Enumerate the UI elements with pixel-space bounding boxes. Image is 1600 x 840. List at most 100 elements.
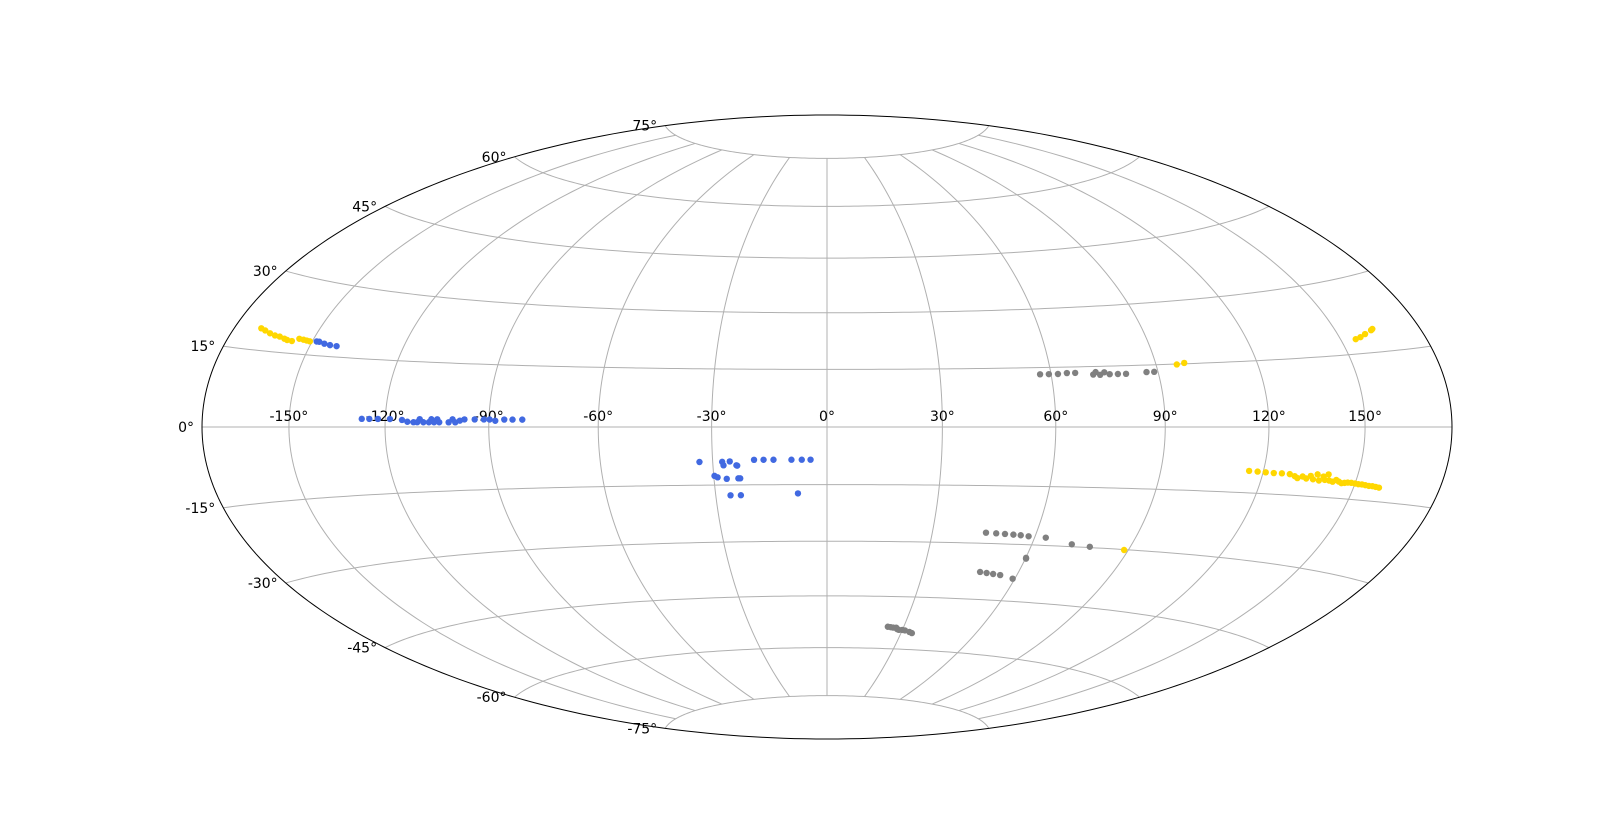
data-point	[760, 456, 767, 463]
data-point	[989, 570, 997, 578]
data-point	[1294, 474, 1301, 482]
data-point	[386, 415, 394, 423]
data-point	[1022, 555, 1030, 562]
data-point	[1309, 476, 1317, 483]
graticule-grid	[202, 125, 1452, 729]
data-point	[266, 330, 274, 337]
data-point	[1314, 471, 1321, 478]
data-point	[737, 492, 745, 499]
data-point	[374, 415, 382, 423]
data-point	[733, 462, 741, 469]
parallel-line	[664, 695, 990, 729]
data-point	[1101, 369, 1108, 376]
data-point	[420, 419, 427, 426]
data-point	[807, 456, 814, 463]
longitude-tick-label: -30°	[697, 409, 727, 425]
data-point	[1270, 469, 1277, 477]
longitude-tick-label: 90°	[1153, 409, 1178, 425]
latitude-tick-label: -30°	[248, 576, 278, 592]
data-point	[501, 416, 508, 423]
map-boundary-ellipse	[201, 114, 1453, 740]
parallel-line	[285, 270, 1369, 314]
data-point	[737, 475, 744, 482]
data-point	[1036, 371, 1044, 378]
data-point	[471, 416, 478, 423]
data-point	[1068, 541, 1076, 548]
longitude-tick-label: 150°	[1348, 409, 1382, 425]
data-point	[1143, 368, 1150, 376]
data-point	[726, 458, 733, 465]
latitude-tick-label: 45°	[352, 199, 377, 215]
data-point	[1375, 484, 1383, 491]
data-point	[1173, 361, 1180, 368]
data-point	[996, 571, 1004, 579]
data-point	[306, 338, 314, 345]
parallel-line	[514, 156, 1140, 207]
data-point	[976, 568, 984, 576]
data-point	[1122, 370, 1130, 378]
data-point	[993, 530, 1000, 537]
data-point	[983, 569, 990, 577]
data-point	[1357, 333, 1364, 341]
latitude-tick-label: 0°	[178, 420, 194, 436]
data-point	[461, 416, 468, 423]
longitude-tick-label: 60°	[1043, 409, 1068, 425]
data-point	[486, 416, 493, 423]
data-point	[1071, 369, 1079, 377]
data-point	[1278, 470, 1286, 477]
data-point	[798, 456, 805, 463]
latitude-tick-labels: 75° 60° 45° 30° 15° 0° -15° -30° -45° -60° -75°	[178, 119, 657, 738]
data-point	[271, 332, 279, 339]
data-point	[1325, 471, 1332, 478]
data-point	[519, 416, 526, 423]
data-point	[1106, 371, 1113, 378]
scatter-points	[258, 325, 1383, 637]
data-point	[509, 416, 516, 423]
data-point	[750, 456, 758, 464]
data-point	[1120, 546, 1128, 554]
data-point	[404, 418, 411, 425]
data-point	[1254, 468, 1261, 475]
data-point	[1262, 469, 1269, 476]
parallel-line	[223, 345, 1431, 370]
data-point	[1369, 325, 1376, 333]
longitude-tick-label: 30°	[930, 409, 955, 425]
longitude-tick-label: -150°	[270, 409, 309, 425]
latitude-tick-label: 30°	[253, 264, 278, 280]
latitude-tick-label: 60°	[482, 150, 507, 166]
data-point	[723, 475, 730, 483]
data-point	[1245, 467, 1253, 475]
parallel-line	[384, 205, 1270, 259]
data-point	[398, 416, 406, 424]
longitude-tick-label: -60°	[583, 409, 613, 425]
latitude-tick-label: -60°	[477, 690, 507, 706]
latitude-tick-label: 15°	[190, 339, 215, 355]
data-point	[358, 415, 365, 423]
data-point	[1150, 368, 1158, 376]
data-point	[908, 629, 916, 637]
data-point	[714, 474, 721, 481]
data-point	[1010, 531, 1017, 538]
longitude-tick-label: 0°	[819, 409, 835, 425]
latitude-tick-label: -45°	[347, 641, 377, 657]
data-point	[727, 492, 734, 499]
longitude-tick-label: 120°	[1252, 409, 1286, 425]
data-point	[288, 337, 296, 345]
data-point	[788, 456, 795, 463]
data-point	[436, 419, 443, 426]
latitude-tick-label: 75°	[632, 119, 657, 135]
data-point	[770, 456, 777, 463]
longitude-tick-labels: -150°-120°-90°-60°-30°0°30°60°90°120°150…	[270, 409, 1382, 425]
data-point	[696, 458, 703, 466]
data-point	[321, 340, 328, 347]
data-point	[982, 529, 990, 536]
data-point	[492, 417, 499, 424]
data-point	[1315, 477, 1323, 484]
latitude-tick-label: -15°	[185, 501, 215, 517]
parallel-line	[514, 647, 1140, 698]
data-point	[1045, 370, 1053, 378]
data-point	[333, 342, 340, 350]
data-point	[1114, 370, 1122, 378]
data-point	[1042, 534, 1049, 541]
